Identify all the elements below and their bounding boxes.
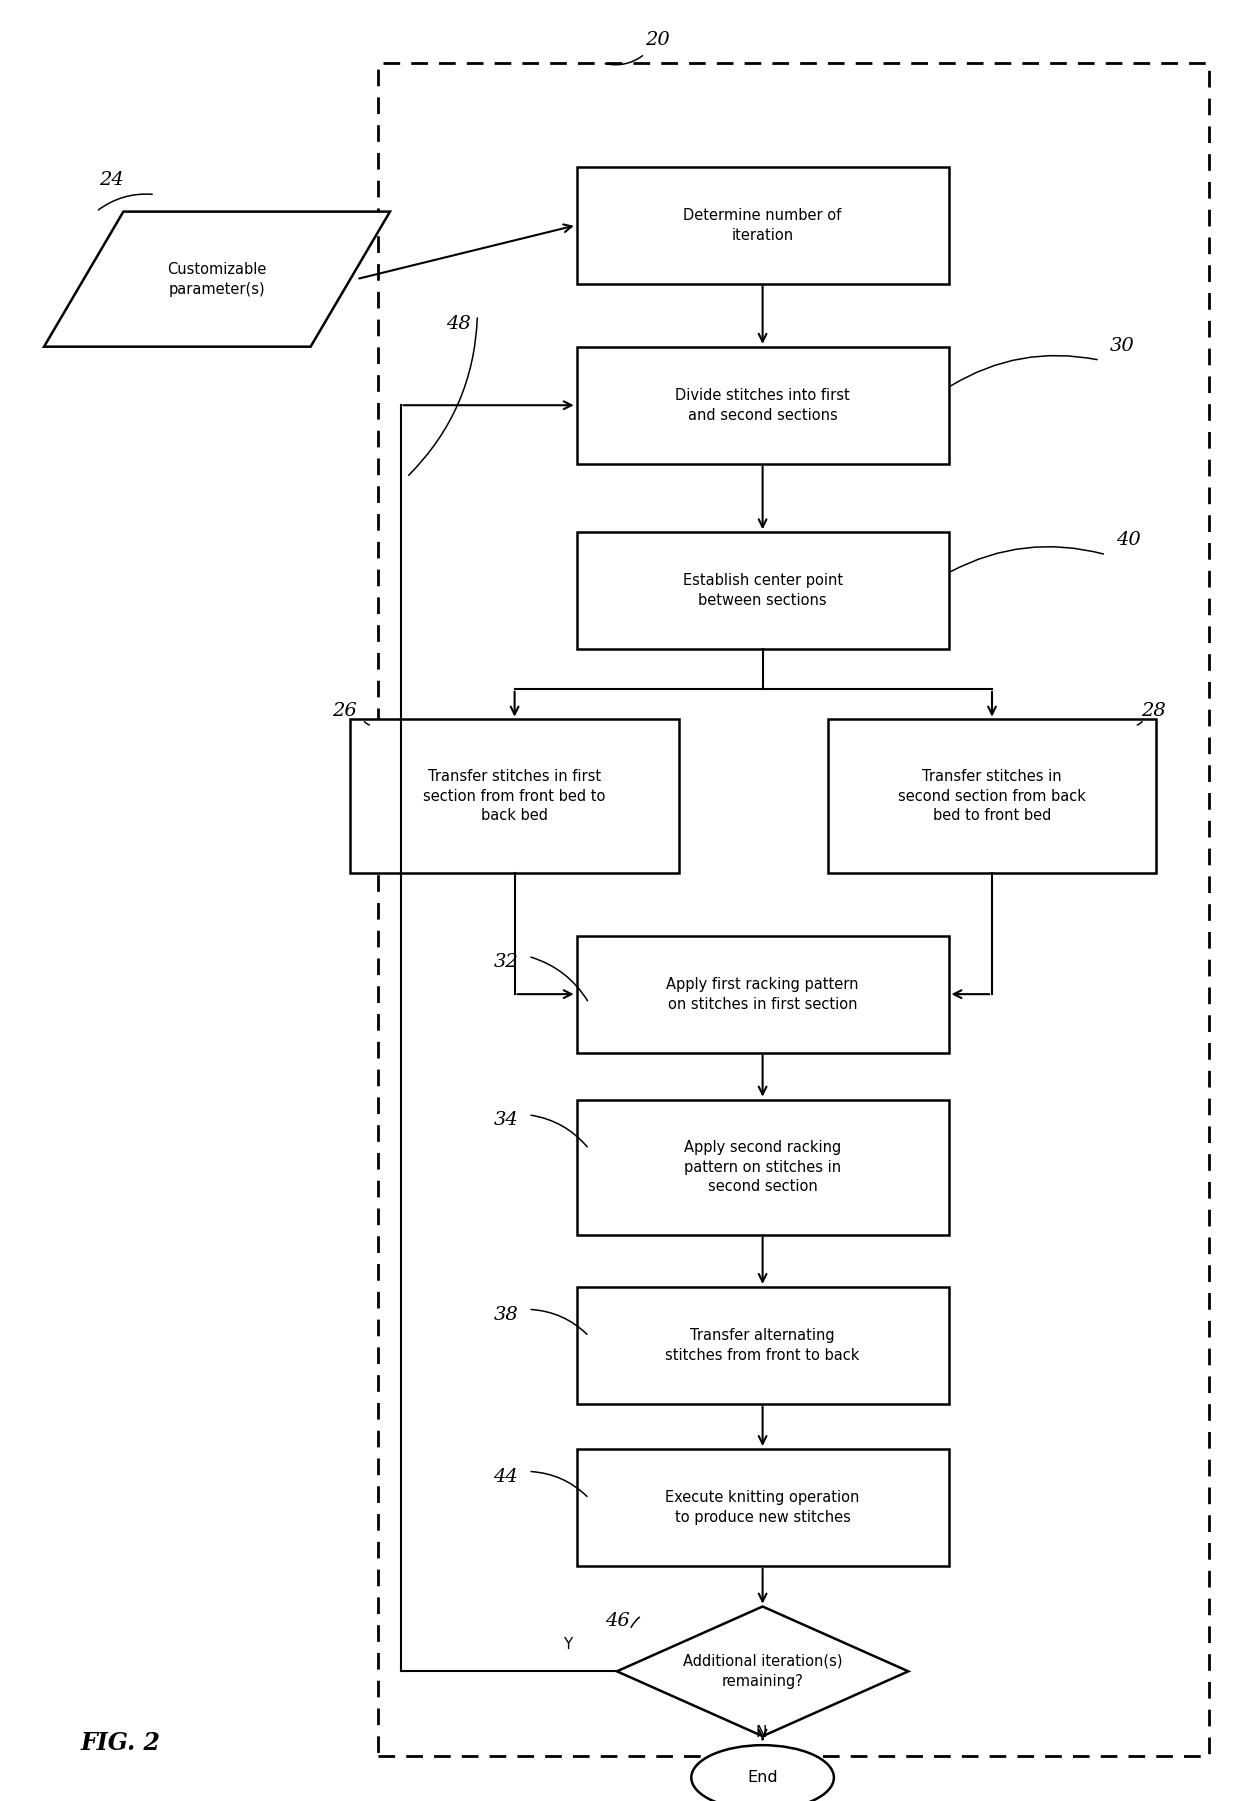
FancyBboxPatch shape [828, 719, 1156, 872]
Text: FIG. 2: FIG. 2 [81, 1731, 161, 1756]
FancyBboxPatch shape [577, 166, 949, 283]
Text: Establish center point
between sections: Establish center point between sections [682, 573, 843, 609]
FancyBboxPatch shape [577, 531, 949, 648]
Polygon shape [618, 1606, 908, 1736]
Text: Transfer stitches in first
section from front bed to
back bed: Transfer stitches in first section from … [423, 769, 606, 823]
Text: Apply second racking
pattern on stitches in
second section: Apply second racking pattern on stitches… [684, 1140, 841, 1194]
Text: Apply first racking pattern
on stitches in first section: Apply first racking pattern on stitches … [666, 976, 859, 1012]
Text: Customizable
parameter(s): Customizable parameter(s) [167, 261, 267, 297]
Text: 24: 24 [99, 171, 124, 189]
FancyBboxPatch shape [577, 1099, 949, 1235]
Text: 38: 38 [494, 1306, 518, 1324]
Text: Determine number of
iteration: Determine number of iteration [683, 207, 842, 243]
FancyBboxPatch shape [350, 719, 680, 872]
Text: 34: 34 [494, 1111, 518, 1129]
Text: Y: Y [563, 1637, 573, 1652]
FancyBboxPatch shape [577, 937, 949, 1052]
Text: N: N [755, 1725, 768, 1740]
Text: 28: 28 [1141, 702, 1166, 720]
FancyBboxPatch shape [577, 1286, 949, 1405]
Text: 30: 30 [1110, 337, 1135, 355]
Text: Transfer stitches in
second section from back
bed to front bed: Transfer stitches in second section from… [898, 769, 1086, 823]
Text: Additional iteration(s)
remaining?: Additional iteration(s) remaining? [683, 1653, 842, 1689]
Text: 32: 32 [494, 953, 518, 971]
Ellipse shape [692, 1745, 833, 1801]
Text: 44: 44 [494, 1468, 518, 1486]
Polygon shape [43, 213, 389, 346]
Text: 48: 48 [446, 315, 471, 333]
Text: Execute knitting operation
to produce new stitches: Execute knitting operation to produce ne… [666, 1489, 859, 1525]
FancyBboxPatch shape [577, 1448, 949, 1565]
Text: Divide stitches into first
and second sections: Divide stitches into first and second se… [676, 387, 849, 423]
Text: 40: 40 [1116, 531, 1141, 549]
Text: Transfer alternating
stitches from front to back: Transfer alternating stitches from front… [666, 1327, 859, 1363]
Text: 46: 46 [605, 1612, 630, 1630]
Text: 26: 26 [332, 702, 357, 720]
FancyBboxPatch shape [577, 346, 949, 463]
Text: 20: 20 [645, 31, 670, 49]
Text: End: End [748, 1770, 777, 1785]
